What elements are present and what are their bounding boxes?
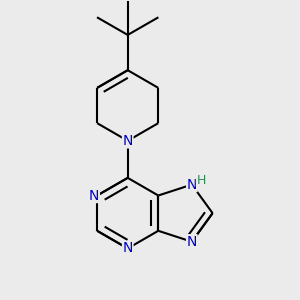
Text: N: N [187,178,197,192]
Text: N: N [122,242,133,256]
Text: N: N [89,188,99,203]
Text: N: N [122,134,133,148]
Text: H: H [196,174,206,187]
Text: N: N [187,235,197,249]
